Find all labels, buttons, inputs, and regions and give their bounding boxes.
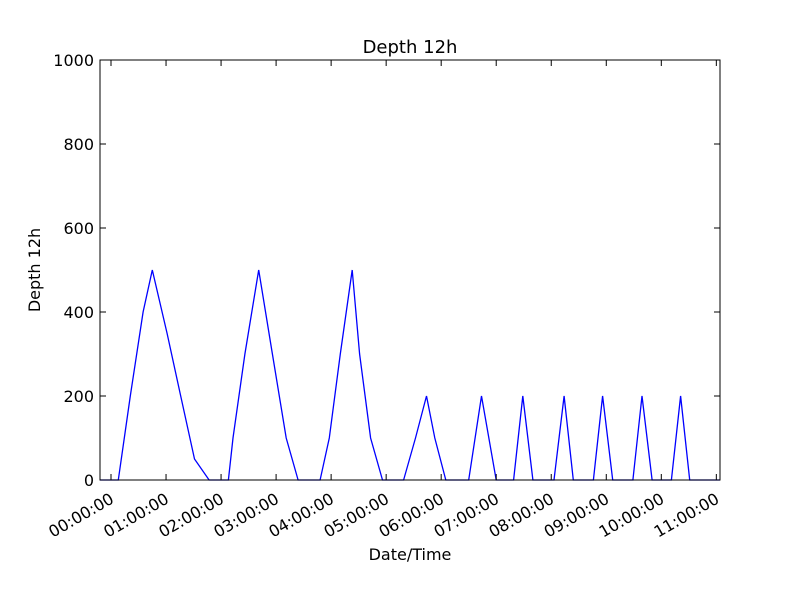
plot-frame <box>99 59 721 481</box>
y-tick-label: 600 <box>63 219 94 238</box>
chart-title: Depth 12h <box>363 37 458 58</box>
y-axis-label: Depth 12h <box>25 228 44 312</box>
y-tick-label: 200 <box>63 387 94 406</box>
plot-background <box>100 60 720 480</box>
y-tick-label: 800 <box>63 135 94 154</box>
y-tick-label: 0 <box>84 471 94 490</box>
y-tick-label: 400 <box>63 303 94 322</box>
x-axis-label: Date/Time <box>369 545 452 564</box>
y-tick-label: 1000 <box>53 51 94 70</box>
